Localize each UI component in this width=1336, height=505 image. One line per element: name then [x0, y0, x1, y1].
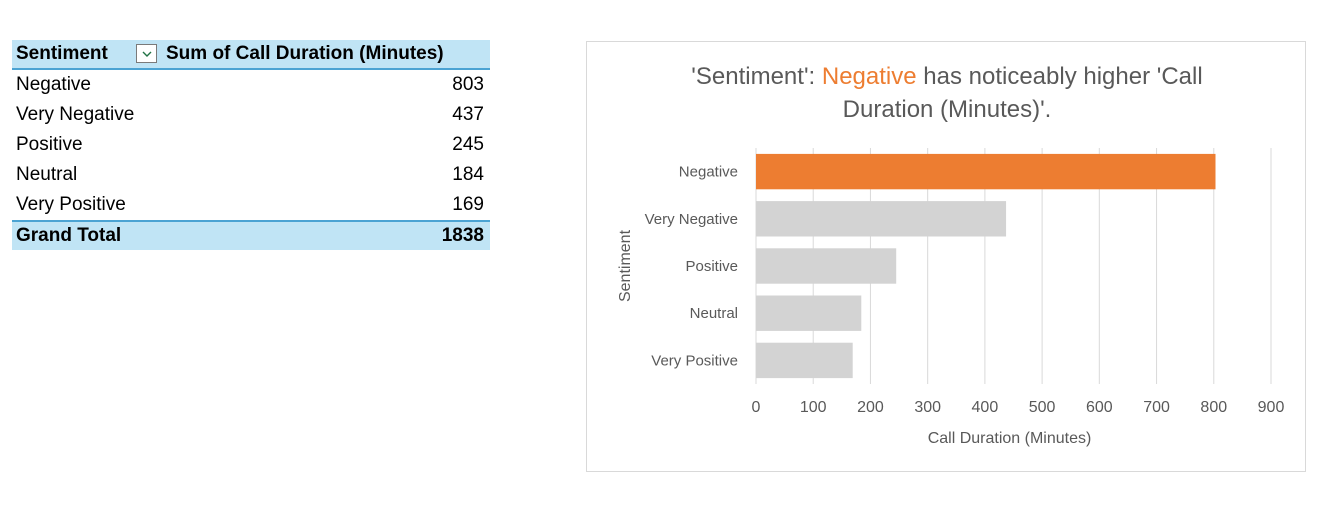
category-label: Positive	[685, 258, 738, 275]
y-axis-title: Sentiment	[617, 229, 634, 302]
bar-very-positive[interactable]	[756, 343, 853, 378]
pivot-row[interactable]: Neutral 184	[12, 160, 490, 190]
pivot-row-value: 803	[452, 70, 484, 100]
pivot-row-value: 437	[452, 100, 484, 130]
pivot-header-sum: Sum of Call Duration (Minutes)	[166, 40, 444, 68]
category-label: Neutral	[690, 305, 738, 322]
x-tick-label: 700	[1143, 399, 1170, 416]
grand-total-label: Grand Total	[16, 222, 121, 250]
bar-positive[interactable]	[756, 248, 896, 283]
x-tick-label: 200	[857, 399, 884, 416]
pivot-row-value: 184	[452, 160, 484, 190]
pivot-row-value: 245	[452, 130, 484, 160]
filter-dropdown-button[interactable]	[136, 44, 157, 63]
x-tick-label: 300	[914, 399, 941, 416]
x-tick-label: 600	[1086, 399, 1113, 416]
category-label: Negative	[679, 164, 738, 181]
chart-area[interactable]: 'Sentiment': Negative has noticeably hig…	[586, 41, 1306, 472]
x-tick-label: 100	[800, 399, 827, 416]
bar-neutral[interactable]	[756, 296, 861, 331]
x-tick-label: 500	[1029, 399, 1056, 416]
category-label: Very Negative	[645, 211, 738, 228]
pivot-row-label: Very Negative	[16, 100, 134, 130]
pivot-row[interactable]: Very Negative 437	[12, 100, 490, 130]
pivot-row[interactable]: Negative 803	[12, 70, 490, 100]
pivot-row-label: Positive	[16, 130, 83, 160]
x-tick-label: 900	[1258, 399, 1285, 416]
pivot-row-label: Neutral	[16, 160, 77, 190]
pivot-grand-total-row[interactable]: Grand Total 1838	[12, 220, 490, 250]
pivot-table: Sentiment Sum of Call Duration (Minutes)…	[12, 40, 490, 250]
pivot-row-label: Very Positive	[16, 190, 126, 220]
pivot-header-row: Sentiment Sum of Call Duration (Minutes)	[12, 40, 490, 70]
pivot-row[interactable]: Positive 245	[12, 130, 490, 160]
pivot-header-sentiment: Sentiment	[16, 40, 108, 68]
bar-negative[interactable]	[756, 154, 1215, 189]
pivot-row-value: 169	[452, 190, 484, 220]
pivot-row[interactable]: Very Positive 169	[12, 190, 490, 220]
x-tick-label: 800	[1200, 399, 1227, 416]
chevron-down-icon	[142, 51, 152, 57]
bar-very-negative[interactable]	[756, 201, 1006, 236]
category-label: Very Positive	[651, 352, 738, 369]
bar-chart-plot: Negative Very Negative Positive Neutral Very…	[587, 42, 1307, 473]
x-tick-label: 400	[972, 399, 999, 416]
x-tick-label: 0	[752, 399, 761, 416]
pivot-row-label: Negative	[16, 70, 91, 100]
x-axis-title: Call Duration (Minutes)	[928, 430, 1092, 447]
grand-total-value: 1838	[442, 222, 484, 250]
